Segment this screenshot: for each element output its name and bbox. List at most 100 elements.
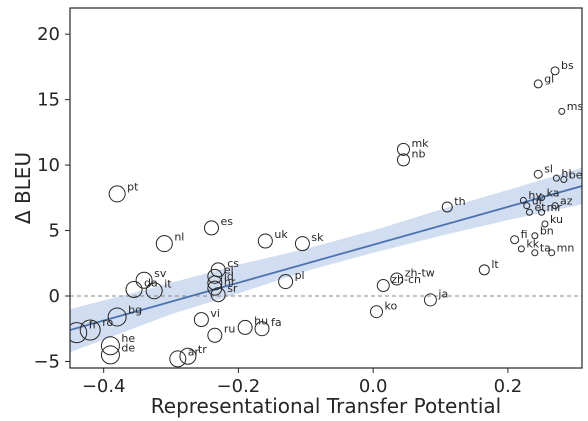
point-label-fi: fi [521,228,528,241]
point-label-fr: fr [89,319,98,332]
data-point-es [203,220,219,236]
data-point-mn [548,249,556,257]
point-label-sr: sr [227,282,238,295]
point-label-uk: uk [274,228,288,241]
point-label-ku: ku [550,213,563,226]
data-point-zh-cn [376,279,390,293]
data-point-nl [155,235,173,253]
data-point-kk [517,245,525,253]
y-tick-label: 10 [37,155,60,176]
data-point-ro [79,319,101,341]
y-tick-label: 15 [37,90,60,111]
data-point-de [100,345,120,365]
point-label-fa: fa [271,316,282,329]
data-point-hy [519,196,527,204]
y-tick-label: 20 [37,24,60,45]
y-tick-label: 0 [49,286,60,307]
data-point-it [145,282,163,300]
x-tick-label: −0.2 [217,376,261,397]
point-label-zh-cn: zh-cn [391,273,421,286]
point-label-bg: bg [128,303,142,316]
x-axis-ticks: −0.4 −0.2 0.0 0.2 [82,368,522,397]
data-point-uk [257,233,273,249]
point-label-et: et [534,201,546,214]
data-point-ur [523,202,531,210]
point-label-hi: hi [561,167,571,180]
point-label-th: th [454,195,465,208]
data-point-ka [538,194,546,202]
point-label-ms: ms [567,100,584,113]
point-label-bs: bs [561,59,574,72]
point-label-cs: cs [227,257,239,270]
point-label-ka: ka [547,187,560,200]
data-point-bn [531,232,539,240]
point-label-ta: ta [540,242,551,255]
point-label-nb: nb [411,147,425,160]
point-label-gl: gl [544,72,554,85]
data-point-et [525,208,533,216]
point-label-es: es [220,215,233,228]
data-point-be [560,175,568,183]
data-point-lt [478,264,490,276]
point-label-zh-tw: zh-tw [405,267,435,280]
data-point-pl [278,274,294,290]
point-label-ru: ru [224,322,236,335]
point-label-mk: mk [411,137,429,150]
data-point-th [441,201,453,213]
data-point-pt [108,185,126,203]
point-label-id: id [224,270,234,283]
point-label-mr: mr [547,201,563,214]
x-tick-label: 0.2 [494,376,523,397]
point-label-ar: ar [188,346,200,359]
point-label-nl: nl [174,230,184,243]
data-point-ta [531,249,539,257]
point-label-tr: tr [198,343,207,356]
point-label-be: be [569,168,583,181]
point-label-he: he [121,332,135,345]
point-label-hr: hr [224,275,236,288]
point-label-sl: sl [544,163,553,176]
data-point-he [100,336,120,356]
data-point-bg [107,307,127,327]
data-point-mk [396,142,410,156]
data-point-ku [541,220,549,228]
data-point-fi [510,235,520,245]
x-tick-label: 0.0 [359,376,388,397]
data-point-ms [558,107,566,115]
plot-frame [69,7,583,369]
data-point-ko [370,305,384,319]
point-label-vi: vi [210,307,220,320]
data-point-fa [254,321,270,337]
data-point-da [125,280,143,298]
data-point-sl [533,169,543,179]
data-point-zh-tw [390,272,404,286]
data-point-fr [70,322,88,344]
plot-area: fr rodehebgptdasvitnlartrvirueselcsidhrsr… [70,59,584,368]
point-label-it: it [164,278,172,291]
point-label-el: el [224,264,234,277]
data-point-ja [423,293,437,307]
point-label-lt: lt [491,258,499,271]
point-label-az: az [560,194,573,207]
regression-line [70,185,582,331]
point-label-sk: sk [311,231,324,244]
point-label-bn: bn [540,225,554,238]
point-label-mn: mn [557,242,575,255]
data-point-mr [538,208,546,216]
y-tick-label: 5 [49,221,60,242]
x-axis-label: Representational Transfer Potential [151,394,501,418]
point-label-ko: ko [385,299,398,312]
x-tick-label: −0.4 [82,376,126,397]
point-label-sv: sv [154,267,167,280]
point-label-ja: ja [437,288,448,301]
data-point-sv [135,271,153,289]
data-point-vi [193,312,209,328]
data-point-gl [533,79,543,89]
point-label-ur: ur [532,194,544,207]
data-point-az [551,202,559,210]
point-label-pt: pt [127,181,139,194]
y-tick-label: −5 [33,351,60,372]
point-label-de: de [121,341,135,354]
data-point-sr [210,287,226,303]
